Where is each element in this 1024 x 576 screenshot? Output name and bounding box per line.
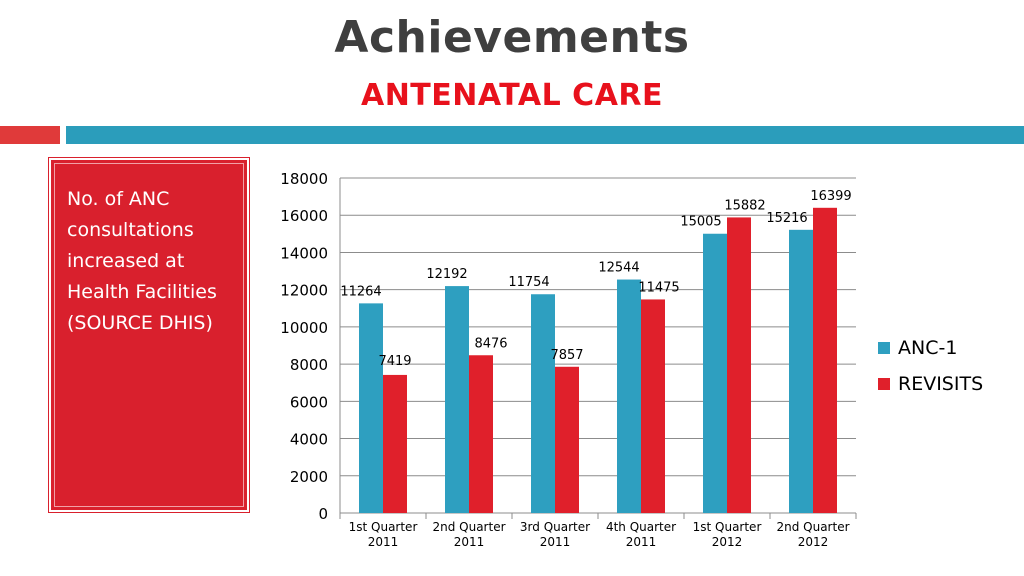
y-tick-label: 4000 [290,431,328,449]
accent-bar-teal [66,126,1024,144]
chart-legend: ANC-1 REVISITS [878,330,983,402]
accent-bar-red [0,126,60,144]
y-tick-label: 18000 [280,170,328,188]
data-label: 15005 [680,215,721,230]
y-tick-label: 10000 [280,319,328,337]
x-tick-label: 2012 [798,535,829,549]
legend-label-anc1: ANC-1 [898,337,958,359]
x-tick-label: 1st Quarter [693,520,762,534]
bar-anc1 [789,229,813,513]
x-tick-label: 2011 [454,535,485,549]
bar-revisits [727,217,751,513]
bar-revisits [641,299,665,513]
y-tick-label: 12000 [280,282,328,300]
bar-revisits [383,374,407,513]
bar-anc1 [703,233,727,513]
y-tick-label: 8000 [290,356,328,374]
x-tick-label: 4th Quarter [606,520,676,534]
bar-anc1 [531,294,555,513]
data-label: 15216 [766,211,807,226]
slide-title: Achievements [334,12,690,63]
data-label: 7419 [378,354,411,369]
data-label: 11475 [638,280,679,295]
info-box: No. of ANC consultations increased at He… [48,157,250,513]
data-label: 11264 [340,284,381,299]
x-tick-label: 2nd Quarter [776,520,849,534]
data-label: 16399 [810,189,851,204]
x-tick-label: 1st Quarter [349,520,418,534]
legend-swatch-revisits [878,378,890,390]
y-tick-label: 6000 [290,393,328,411]
y-tick-label: 2000 [290,468,328,486]
legend-swatch-anc1 [878,342,890,354]
legend-item-revisits: REVISITS [878,366,983,402]
y-tick-label: 0 [318,505,328,523]
bar-chart: 0 2000 4000 6000 8000 10000 12000 14000 16000 180… [280,170,857,549]
x-tick-label: 2nd Quarter [432,520,505,534]
data-label: 7857 [550,348,583,363]
x-tick-label: 2012 [712,535,743,549]
data-label: 8476 [474,336,507,351]
bar-anc1 [359,303,383,513]
bar-revisits [469,355,493,513]
x-tick-label: 2011 [626,535,657,549]
x-tick-label: 2011 [368,535,399,549]
x-tick-label: 3rd Quarter [520,520,590,534]
data-label: 15882 [724,198,765,213]
legend-item-anc1: ANC-1 [878,330,983,366]
slide-subtitle: ANTENATAL CARE [360,78,664,113]
bar-anc1 [617,279,641,513]
x-tick-label: 2011 [540,535,571,549]
data-label: 12544 [598,261,639,276]
data-label: 11754 [508,275,549,290]
y-tick-label: 16000 [280,207,328,225]
data-label: 12192 [426,267,467,282]
bar-revisits [555,366,579,513]
y-tick-label: 14000 [280,244,328,262]
bar-revisits [813,207,837,513]
info-box-border [54,163,244,507]
legend-label-revisits: REVISITS [898,373,984,395]
bar-anc1 [445,286,469,513]
info-box-text: No. of ANC consultations increased at He… [67,188,217,334]
